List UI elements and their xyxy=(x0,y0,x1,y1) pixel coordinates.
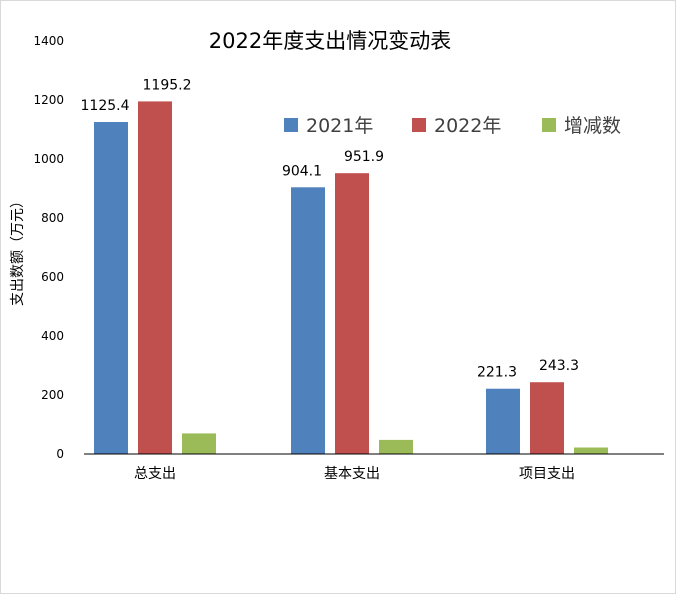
x-tick-label: 总支出 xyxy=(134,466,176,482)
legend-swatch xyxy=(412,118,426,132)
legend: 2021年 2022年 增减数 xyxy=(284,115,621,137)
y-tick-label: 0 xyxy=(56,447,64,461)
y-tick-label: 1000 xyxy=(33,152,64,166)
y-tick-label: 200 xyxy=(41,388,64,402)
bar-0-0 xyxy=(94,122,128,455)
bar-0-2 xyxy=(486,388,520,454)
bar-1-1 xyxy=(335,173,369,454)
x-tick-label: 项目支出 xyxy=(519,466,575,482)
bar-1-0 xyxy=(138,101,172,454)
data-label: 904.1 xyxy=(282,163,322,179)
y-tick-label: 600 xyxy=(41,270,64,284)
y-axis-ticks: 0 200 400 600 800 1000 1200 1400 xyxy=(33,34,64,461)
legend-label: 增减数 xyxy=(564,115,621,137)
legend-label: 2022年 xyxy=(434,115,501,137)
y-tick-label: 800 xyxy=(41,211,64,225)
bar-0-1 xyxy=(291,187,325,454)
legend-swatch xyxy=(542,118,556,132)
data-label: 951.9 xyxy=(344,149,384,165)
data-label: 221.3 xyxy=(477,365,517,381)
legend-label: 2021年 xyxy=(306,115,373,137)
bar-2-0 xyxy=(182,433,216,454)
x-tick-label: 基本支出 xyxy=(324,465,380,482)
bar-1-2 xyxy=(530,382,564,454)
bar-labels-group: 1125.4 904.1 221.3 1195.2 951.9 243.3 xyxy=(81,77,580,380)
bar-2-2 xyxy=(574,447,608,454)
data-label: 1125.4 xyxy=(81,98,130,114)
data-label: 1195.2 xyxy=(143,77,192,93)
y-tick-label: 1400 xyxy=(33,34,64,48)
legend-swatch xyxy=(284,118,298,132)
bars-group xyxy=(94,101,608,455)
data-label: 243.3 xyxy=(539,358,579,374)
bar-2-1 xyxy=(379,439,413,454)
x-axis-ticks: 总支出 基本支出 项目支出 xyxy=(134,465,575,482)
y-tick-label: 1200 xyxy=(33,93,64,107)
chart-title: 2022年度支出情况变动表 xyxy=(209,29,451,53)
y-tick-label: 400 xyxy=(41,329,64,343)
y-axis-title: 支出数额（万元） xyxy=(10,194,26,306)
